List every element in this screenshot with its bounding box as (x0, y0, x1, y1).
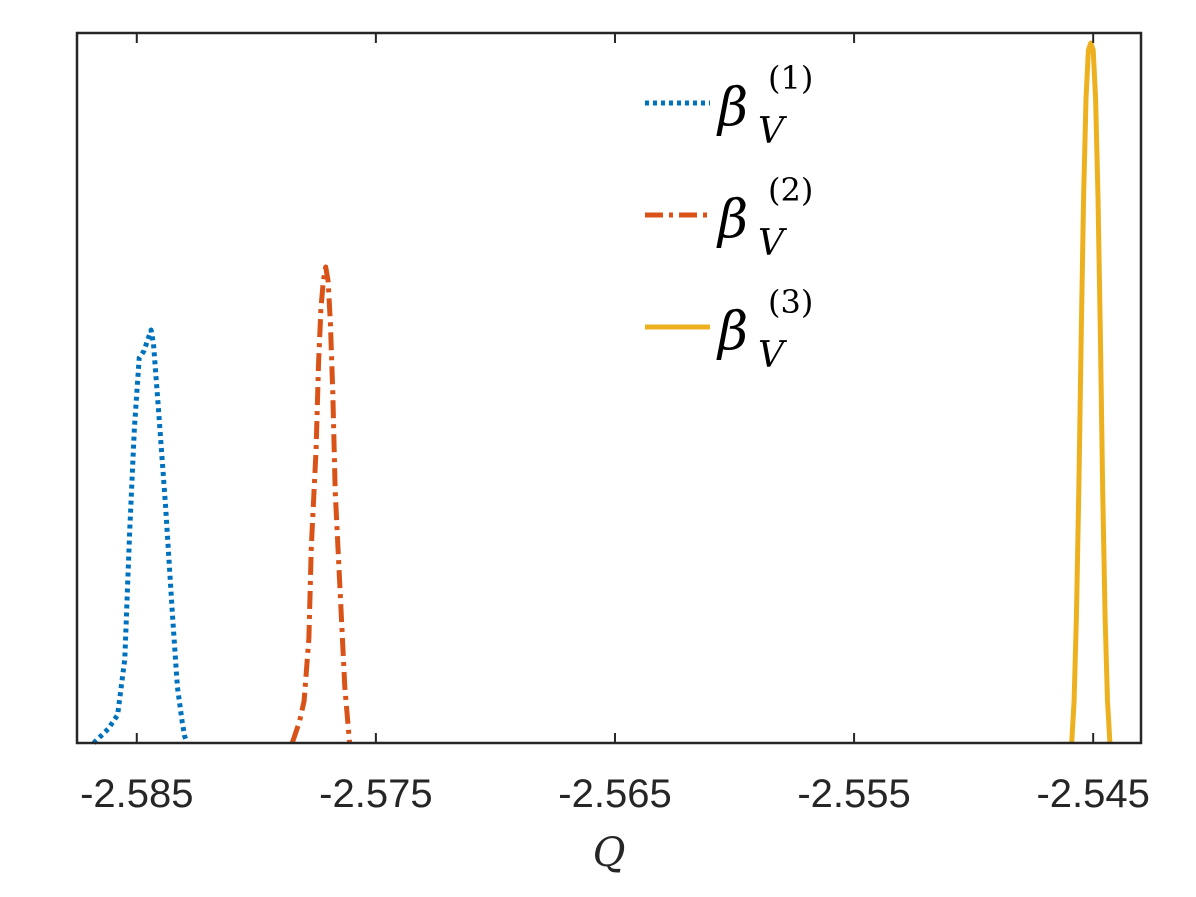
plot-background (77, 33, 1141, 743)
x-tick-label: -2.585 (80, 772, 193, 816)
x-axis-label: Q (593, 830, 626, 876)
series-line-2 (289, 264, 353, 744)
x-tick-label: -2.565 (558, 772, 671, 816)
legend-symbol: β (716, 78, 748, 138)
legend-superscript: (3) (768, 283, 813, 321)
legend-item-2: β (2) V (645, 171, 813, 264)
legend-superscript: (1) (768, 59, 813, 97)
legend-superscript: (2) (768, 171, 813, 209)
legend-subscript: V (758, 111, 788, 152)
legend-subscript: V (758, 335, 788, 376)
series-line-3 (1069, 40, 1113, 744)
legend-symbol: β (716, 190, 748, 250)
plot-frame (75, 31, 1143, 745)
x-tick-label: -2.545 (1036, 772, 1149, 816)
legend-symbol: β (716, 302, 748, 362)
series-layer (91, 40, 1113, 745)
x-tick-label: -2.555 (797, 772, 910, 816)
x-tick-label: -2.575 (319, 772, 432, 816)
legend-item-1: β (1) V (645, 59, 813, 152)
legend: β (1) Vβ (2) Vβ (3) V (645, 59, 813, 376)
legend-item-3: β (3) V (645, 283, 813, 376)
legend-subscript: V (758, 223, 788, 264)
x-ticks: -2.585 -2.575 -2.565 -2.555 -2.545 (80, 33, 1150, 816)
